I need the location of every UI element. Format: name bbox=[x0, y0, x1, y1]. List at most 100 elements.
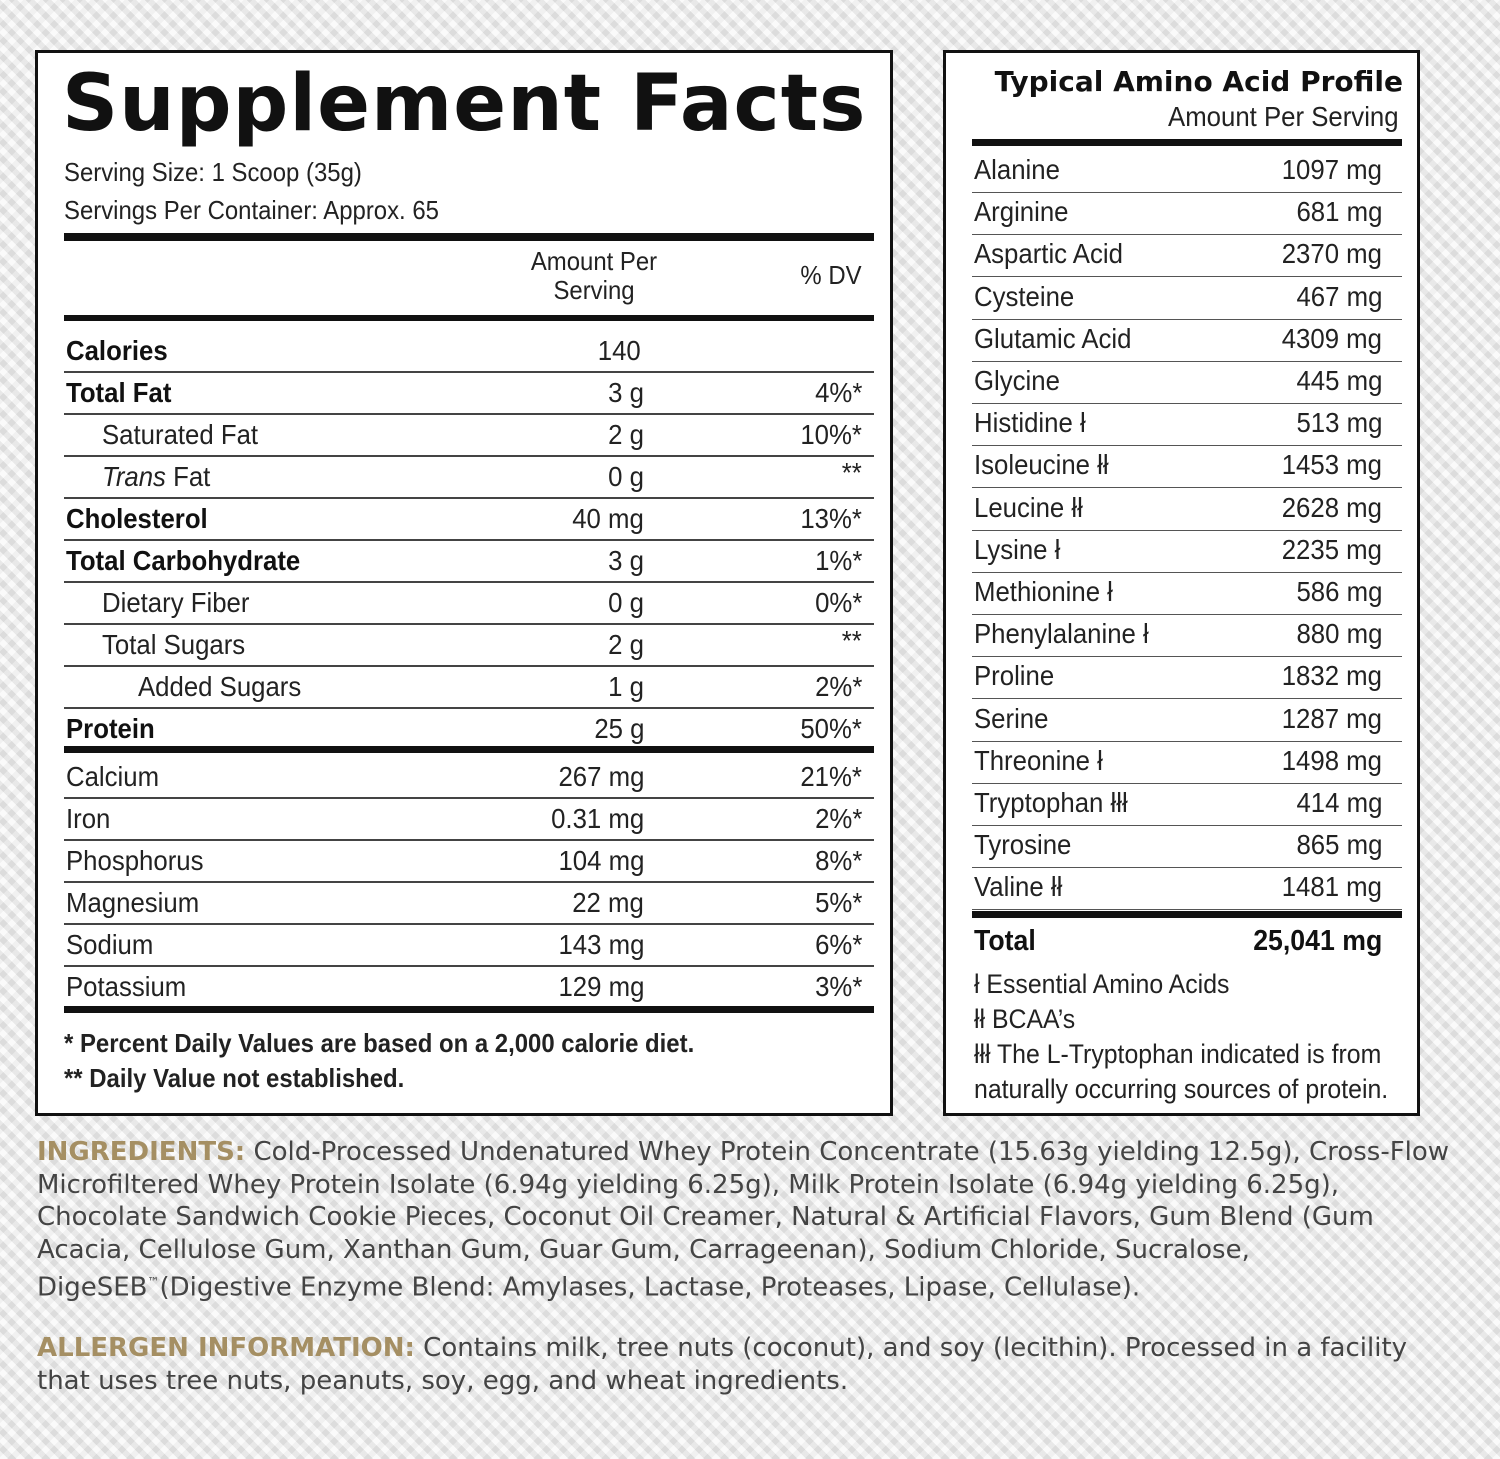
nutrient-row: Saturated Fat 2 g 10%* bbox=[64, 415, 874, 457]
nutrient-dv: 4%* bbox=[814, 377, 862, 408]
amino-total-value: 25,041 mg bbox=[1252, 925, 1382, 957]
amino-value: 2628 mg bbox=[1281, 491, 1382, 523]
nutrient-label-italic: Trans bbox=[102, 461, 166, 492]
footnote-not-established: ** Daily Value not established. bbox=[64, 1063, 405, 1093]
row-divider bbox=[64, 881, 874, 883]
nutrient-dv: 2%* bbox=[814, 803, 862, 834]
amino-profile-title: Typical Amino Acid Profile bbox=[994, 65, 1403, 98]
amino-row: Cysteine 467 mg bbox=[972, 278, 1402, 320]
amino-value: 865 mg bbox=[1296, 829, 1382, 861]
nutrient-row: Calories 140 bbox=[64, 331, 874, 373]
amino-value: 1453 mg bbox=[1281, 449, 1382, 481]
nutrient-label: Total Sugars bbox=[102, 629, 246, 660]
nutrient-amount: 2 g bbox=[608, 419, 644, 450]
amino-value: 513 mg bbox=[1296, 407, 1382, 439]
nutrient-label: Calories bbox=[66, 335, 168, 366]
nutrient-row: Added Sugars 1 g 2%* bbox=[64, 667, 874, 709]
amino-name: Alanine bbox=[974, 154, 1060, 185]
row-divider bbox=[64, 965, 874, 967]
amino-row: Threonine ł 1498 mg bbox=[972, 742, 1402, 784]
column-header-amount: Amount Per Serving bbox=[530, 246, 658, 305]
nutrient-amount: 3 g bbox=[608, 545, 644, 576]
amino-name: Threonine ł bbox=[974, 744, 1103, 776]
nutrient-label: Total Fat bbox=[66, 377, 172, 408]
servings-per-container: Servings Per Container: Approx. 65 bbox=[64, 195, 439, 225]
amino-row: Lysine ł 2235 mg bbox=[972, 531, 1402, 573]
nutrient-row: Sodium 143 mg 6%* bbox=[64, 925, 874, 967]
amino-row: Glycine 445 mg bbox=[972, 362, 1402, 404]
nutrient-amount: 0.31 mg bbox=[550, 803, 644, 834]
nutrient-label-text: Fat bbox=[173, 461, 211, 492]
amino-row: Glutamic Acid 4309 mg bbox=[972, 320, 1402, 362]
amino-name: Isoleucine łł bbox=[974, 449, 1109, 481]
ingredients-paragraph: INGREDIENTS: Cold-Processed Undenatured … bbox=[37, 1136, 1457, 1305]
nutrient-amount: 0 g bbox=[608, 461, 644, 492]
amino-value: 1832 mg bbox=[1281, 660, 1382, 692]
divider-thick bbox=[64, 746, 874, 753]
amino-name: Proline bbox=[974, 660, 1055, 692]
nutrient-label: Magnesium bbox=[66, 887, 200, 918]
row-divider bbox=[64, 371, 874, 373]
nutrient-dv: 0%* bbox=[814, 587, 862, 618]
nutrient-dv: 10%* bbox=[800, 419, 862, 450]
nutrient-row: Trans Fat 0 g ** bbox=[64, 457, 874, 499]
nutrient-label: Protein bbox=[66, 713, 155, 744]
nutrient-row: Iron 0.31 mg 2%* bbox=[64, 799, 874, 841]
amino-value: 2370 mg bbox=[1281, 238, 1382, 270]
amino-name: Arginine bbox=[974, 196, 1069, 228]
amino-name: Phenylalanine ł bbox=[974, 618, 1149, 650]
nutrient-amount: 143 mg bbox=[558, 929, 644, 960]
amino-name: Serine bbox=[974, 702, 1049, 734]
nutrient-label: Calcium bbox=[66, 761, 160, 792]
nutrient-amount: 0 g bbox=[608, 587, 644, 618]
amino-value: 681 mg bbox=[1296, 196, 1382, 228]
divider-thick bbox=[64, 233, 874, 241]
divider-thick bbox=[64, 315, 874, 321]
nutrient-dv: ** bbox=[841, 457, 862, 488]
amino-value: 414 mg bbox=[1296, 787, 1382, 818]
trademark-symbol: ™ bbox=[147, 1275, 160, 1290]
row-divider bbox=[64, 797, 874, 799]
row-divider bbox=[64, 923, 874, 925]
nutrient-dv: 2%* bbox=[814, 671, 862, 702]
ingredients-label: INGREDIENTS: bbox=[37, 1137, 246, 1167]
amino-row: Tryptophan łłł 414 mg bbox=[972, 784, 1402, 826]
nutrient-dv: 1%* bbox=[814, 545, 862, 576]
row-divider bbox=[64, 413, 874, 415]
amino-total-label: Total bbox=[974, 925, 1036, 957]
nutrient-label: Dietary Fiber bbox=[102, 587, 250, 618]
nutrient-label: Sodium bbox=[66, 929, 154, 960]
nutrient-dv: 3%* bbox=[814, 971, 862, 1002]
nutrient-row: Calcium 267 mg 21%* bbox=[64, 757, 874, 799]
amino-name: Glutamic Acid bbox=[974, 322, 1132, 354]
nutrient-amount: 25 g bbox=[593, 713, 644, 744]
nutrient-amount: 267 mg bbox=[558, 761, 644, 792]
nutrient-row: Cholesterol 40 mg 13%* bbox=[64, 499, 874, 541]
amino-row: Histidine ł 513 mg bbox=[972, 404, 1402, 447]
amino-row: Valine łł 1481 mg bbox=[972, 868, 1402, 911]
amino-row: Methionine ł 586 mg bbox=[972, 573, 1402, 615]
nutrient-amount: 104 mg bbox=[558, 845, 644, 876]
amino-value: 2235 mg bbox=[1281, 533, 1382, 565]
nutrient-amount: 129 mg bbox=[558, 971, 644, 1002]
amino-value: 467 mg bbox=[1296, 280, 1382, 312]
nutrient-label: Potassium bbox=[66, 971, 187, 1002]
nutrient-label: Phosphorus bbox=[66, 845, 204, 876]
amino-row: Alanine 1097 mg bbox=[972, 151, 1402, 193]
nutrient-amount: 3 g bbox=[608, 377, 644, 408]
supplement-facts-title: Supplement Facts bbox=[62, 59, 867, 149]
nutrient-dv: 5%* bbox=[814, 887, 862, 918]
row-divider bbox=[64, 497, 874, 499]
amino-value: 586 mg bbox=[1296, 576, 1382, 607]
nutrient-row: Potassium 129 mg 3%* bbox=[64, 967, 874, 1009]
nutrient-label: Added Sugars bbox=[138, 671, 302, 702]
amino-row: Arginine 681 mg bbox=[972, 193, 1402, 236]
nutrient-dv: ** bbox=[841, 625, 862, 656]
amino-value: 1097 mg bbox=[1281, 154, 1382, 185]
note-bcaa: łł BCAA’s bbox=[974, 1004, 1076, 1034]
amino-name: Cysteine bbox=[974, 280, 1075, 312]
amino-row: Proline 1832 mg bbox=[972, 657, 1402, 700]
nutrient-amount: 2 g bbox=[608, 629, 644, 660]
nutrient-row: Total Fat 3 g 4%* bbox=[64, 373, 874, 415]
nutrient-row: Total Carbohydrate 3 g 1%* bbox=[64, 541, 874, 583]
